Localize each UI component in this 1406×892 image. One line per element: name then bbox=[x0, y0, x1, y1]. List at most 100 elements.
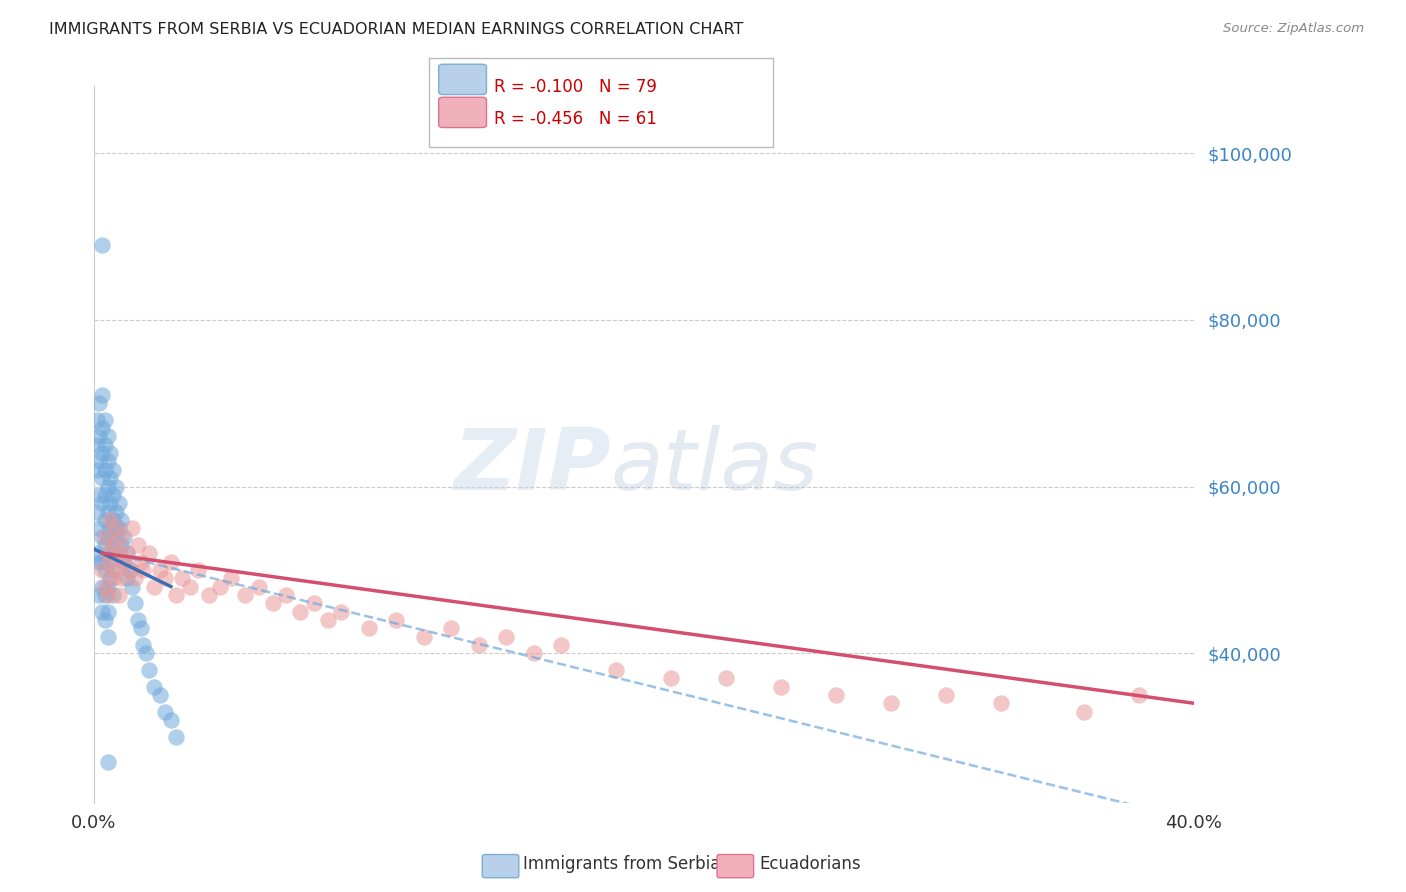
Point bbox=[104, 521, 127, 535]
Point bbox=[107, 496, 129, 510]
Point bbox=[86, 413, 108, 427]
Point bbox=[94, 538, 117, 552]
Point bbox=[127, 538, 149, 552]
Point bbox=[770, 680, 793, 694]
Point bbox=[110, 529, 132, 543]
Point bbox=[100, 496, 122, 510]
Point bbox=[89, 454, 111, 468]
Point bbox=[523, 646, 546, 660]
Point bbox=[100, 571, 122, 585]
Point bbox=[132, 638, 155, 652]
Text: Immigrants from Serbia: Immigrants from Serbia bbox=[523, 855, 720, 873]
Point bbox=[1128, 688, 1150, 702]
Point bbox=[94, 438, 117, 452]
Point bbox=[468, 638, 491, 652]
Point bbox=[143, 580, 166, 594]
Point bbox=[276, 588, 298, 602]
Point bbox=[94, 613, 117, 627]
Point bbox=[165, 588, 187, 602]
Point bbox=[118, 563, 141, 577]
Point bbox=[112, 529, 135, 543]
Point bbox=[101, 488, 124, 502]
Point bbox=[221, 571, 243, 585]
Point bbox=[605, 663, 627, 677]
Point bbox=[97, 504, 120, 518]
Point bbox=[97, 454, 120, 468]
Point bbox=[357, 621, 380, 635]
Point bbox=[160, 713, 183, 727]
Point bbox=[104, 521, 127, 535]
Point bbox=[187, 563, 209, 577]
Point bbox=[716, 671, 738, 685]
Point bbox=[94, 488, 117, 502]
Point bbox=[288, 605, 311, 619]
Point bbox=[100, 471, 122, 485]
Point bbox=[155, 571, 177, 585]
Point bbox=[233, 588, 256, 602]
Point bbox=[97, 580, 120, 594]
Point bbox=[91, 605, 114, 619]
Point bbox=[91, 237, 114, 252]
Text: Ecuadorians: Ecuadorians bbox=[759, 855, 860, 873]
Point bbox=[115, 546, 138, 560]
Point bbox=[94, 529, 117, 543]
Point bbox=[97, 429, 120, 443]
Point bbox=[91, 555, 114, 569]
Point bbox=[330, 605, 353, 619]
Point bbox=[143, 680, 166, 694]
Point bbox=[990, 696, 1012, 710]
Point bbox=[316, 613, 339, 627]
Point bbox=[94, 463, 117, 477]
Point bbox=[91, 529, 114, 543]
Point bbox=[97, 588, 120, 602]
Point bbox=[89, 396, 111, 410]
Point bbox=[124, 571, 146, 585]
Point bbox=[110, 513, 132, 527]
Point bbox=[880, 696, 903, 710]
Point bbox=[91, 471, 114, 485]
Point bbox=[91, 446, 114, 460]
Point bbox=[89, 488, 111, 502]
Point bbox=[110, 538, 132, 552]
Point bbox=[115, 546, 138, 560]
Point bbox=[118, 563, 141, 577]
Point bbox=[94, 580, 117, 594]
Point bbox=[179, 580, 201, 594]
Point bbox=[89, 429, 111, 443]
Point bbox=[104, 504, 127, 518]
Point bbox=[100, 513, 122, 527]
Text: ZIP: ZIP bbox=[453, 425, 610, 508]
Point bbox=[935, 688, 957, 702]
Point bbox=[209, 580, 232, 594]
Point bbox=[1073, 705, 1095, 719]
Point bbox=[107, 588, 129, 602]
Point bbox=[112, 555, 135, 569]
Point bbox=[89, 521, 111, 535]
Point bbox=[94, 413, 117, 427]
Point bbox=[86, 504, 108, 518]
Point bbox=[86, 546, 108, 560]
Point bbox=[107, 546, 129, 560]
Point bbox=[86, 463, 108, 477]
Point bbox=[112, 555, 135, 569]
Point bbox=[91, 563, 114, 577]
Point bbox=[262, 596, 284, 610]
Point bbox=[91, 421, 114, 435]
Point bbox=[101, 588, 124, 602]
Point bbox=[138, 546, 160, 560]
Point bbox=[138, 663, 160, 677]
Point bbox=[97, 605, 120, 619]
Point bbox=[101, 538, 124, 552]
Point bbox=[165, 730, 187, 744]
Text: R = -0.100   N = 79: R = -0.100 N = 79 bbox=[494, 78, 657, 95]
Point bbox=[94, 513, 117, 527]
Point bbox=[100, 446, 122, 460]
Point bbox=[107, 546, 129, 560]
Point bbox=[412, 630, 434, 644]
Point bbox=[170, 571, 193, 585]
Point bbox=[121, 521, 143, 535]
Point bbox=[115, 571, 138, 585]
Point bbox=[198, 588, 221, 602]
Point bbox=[825, 688, 848, 702]
Point bbox=[247, 580, 270, 594]
